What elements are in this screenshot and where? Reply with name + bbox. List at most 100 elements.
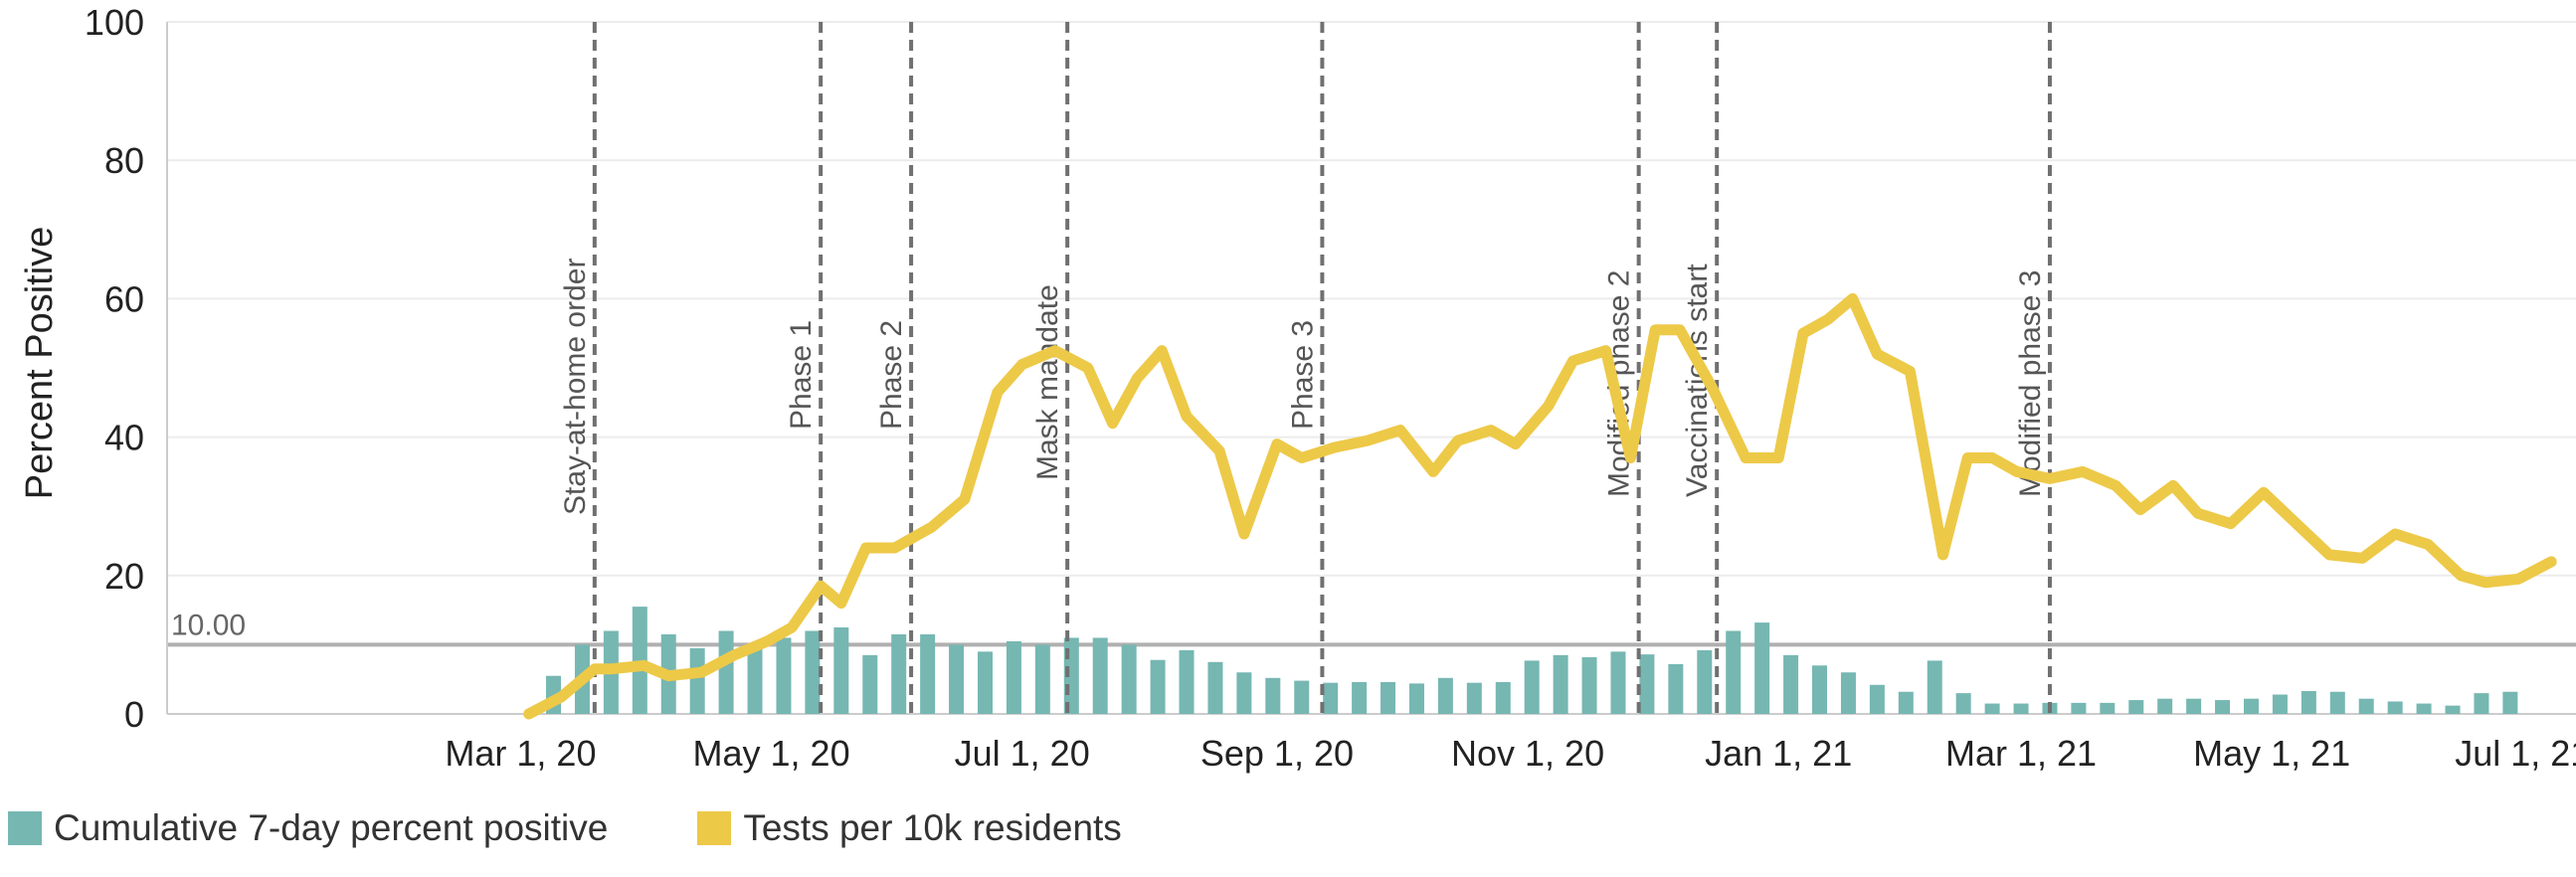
bar[interactable] <box>1754 622 1770 714</box>
line-point[interactable] <box>2044 473 2055 484</box>
line-point[interactable] <box>787 622 798 632</box>
line-point[interactable] <box>1427 466 1438 477</box>
line-point[interactable] <box>589 663 600 674</box>
line-point[interactable] <box>1674 324 1685 335</box>
bar[interactable] <box>1437 677 1453 714</box>
bar[interactable] <box>2474 693 2489 714</box>
line-point[interactable] <box>835 598 846 609</box>
line-point[interactable] <box>2456 570 2467 581</box>
bar[interactable] <box>1265 677 1281 714</box>
bar[interactable] <box>1927 660 1942 714</box>
bar[interactable] <box>1524 660 1540 714</box>
line-point[interactable] <box>1567 356 1578 367</box>
bar[interactable] <box>1408 683 1424 714</box>
line-point[interactable] <box>2291 518 2301 529</box>
line-point[interactable] <box>606 663 617 674</box>
line-point[interactable] <box>2011 466 2022 477</box>
line-point[interactable] <box>959 494 970 505</box>
line-point[interactable] <box>992 387 1003 398</box>
bar[interactable] <box>1034 644 1050 714</box>
line-point[interactable] <box>1708 383 1719 394</box>
bar[interactable] <box>2300 691 2316 714</box>
bar[interactable] <box>1150 659 1166 714</box>
bar[interactable] <box>862 654 878 714</box>
line-point[interactable] <box>2324 549 2335 560</box>
bar[interactable] <box>2502 691 2518 714</box>
bar[interactable] <box>805 630 821 714</box>
line-point[interactable] <box>1822 314 1833 325</box>
bar[interactable] <box>1294 680 1310 714</box>
line-point[interactable] <box>1987 452 1998 463</box>
bar[interactable] <box>1955 693 1971 714</box>
bar[interactable] <box>1380 681 1396 714</box>
line-point[interactable] <box>1847 293 1858 304</box>
line-point[interactable] <box>2111 480 2121 491</box>
bar[interactable] <box>689 647 705 714</box>
line-point[interactable] <box>860 542 871 553</box>
bar[interactable] <box>977 651 993 714</box>
bar[interactable] <box>2387 701 2403 714</box>
line-point[interactable] <box>556 691 567 702</box>
line-point[interactable] <box>1510 438 1521 449</box>
bar[interactable] <box>1207 661 1223 714</box>
line-point[interactable] <box>1082 363 1093 373</box>
line-point[interactable] <box>1049 345 1060 356</box>
line-point[interactable] <box>523 709 534 719</box>
bar[interactable] <box>632 607 647 714</box>
bar[interactable] <box>2358 698 2374 714</box>
line-point[interactable] <box>1872 349 1883 360</box>
line-point[interactable] <box>1016 359 1027 370</box>
line-point[interactable] <box>2258 487 2269 498</box>
bar[interactable] <box>776 637 792 714</box>
line-point[interactable] <box>1107 418 1118 429</box>
bar[interactable] <box>718 630 734 714</box>
line-point[interactable] <box>1905 366 1916 377</box>
line-point[interactable] <box>663 670 674 681</box>
line-point[interactable] <box>2078 466 2089 477</box>
line-point[interactable] <box>2134 504 2145 515</box>
bar[interactable] <box>1179 649 1195 714</box>
bar[interactable] <box>891 633 907 714</box>
bar[interactable] <box>2100 702 2116 714</box>
bar[interactable] <box>1553 654 1568 714</box>
legend-item-bars[interactable]: Cumulative 7-day percent positive <box>8 807 608 849</box>
bar[interactable] <box>2013 703 2029 714</box>
line-point[interactable] <box>1625 452 1636 463</box>
bar[interactable] <box>1812 665 1828 714</box>
line-point[interactable] <box>2390 529 2401 540</box>
line-point[interactable] <box>1452 436 1463 446</box>
bar[interactable] <box>1783 654 1799 714</box>
bar[interactable] <box>1495 681 1511 714</box>
line-point[interactable] <box>1362 436 1373 446</box>
bar[interactable] <box>2416 703 2432 714</box>
bar[interactable] <box>920 633 936 714</box>
bar[interactable] <box>2128 700 2144 714</box>
line-point[interactable] <box>1773 452 1784 463</box>
bar[interactable] <box>2272 694 2288 714</box>
line-point[interactable] <box>2513 574 2524 585</box>
bar[interactable] <box>1092 637 1108 714</box>
bar[interactable] <box>1466 682 1482 714</box>
line-point[interactable] <box>1543 401 1554 412</box>
bar[interactable] <box>1898 691 1914 714</box>
line-point[interactable] <box>2546 556 2557 567</box>
line-point[interactable] <box>1214 445 1225 456</box>
bar[interactable] <box>833 627 849 714</box>
line-point[interactable] <box>1485 425 1496 436</box>
line-point[interactable] <box>2167 480 2178 491</box>
line-point[interactable] <box>1741 452 1751 463</box>
line-point[interactable] <box>1182 411 1193 422</box>
line-point[interactable] <box>2481 577 2491 588</box>
line-point[interactable] <box>1238 529 1249 540</box>
bar[interactable] <box>1581 656 1597 714</box>
line-point[interactable] <box>1797 328 1808 339</box>
bar[interactable] <box>2186 698 2202 714</box>
line-point[interactable] <box>1271 438 1282 449</box>
line-point[interactable] <box>816 581 827 592</box>
line-point[interactable] <box>1329 442 1340 453</box>
line-point[interactable] <box>639 660 649 671</box>
bar[interactable] <box>2071 702 2087 714</box>
bar[interactable] <box>2215 700 2231 714</box>
line-point[interactable] <box>2225 518 2236 529</box>
line-point[interactable] <box>2423 539 2434 550</box>
